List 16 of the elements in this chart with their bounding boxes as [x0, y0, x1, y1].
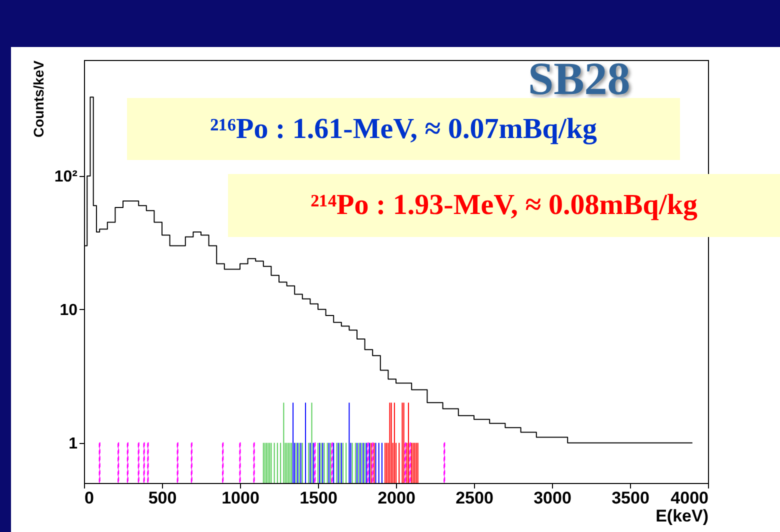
x-axis-title: E(keV)	[656, 506, 708, 526]
annotation: ²¹⁶Po : 1.61-MeV, ≈ 0.07mBq/kg	[210, 113, 598, 145]
y-tick-label: 1	[68, 435, 78, 452]
x-tick-label: 1000	[222, 488, 260, 508]
x-tick-label: 2000	[378, 488, 416, 508]
x-tick-label: 3500	[612, 488, 650, 508]
y-axis-title: Counts/keV	[30, 60, 46, 138]
x-tick-label: 1500	[300, 488, 338, 508]
x-tick-label: 3000	[534, 488, 572, 508]
x-tick-label: 0	[84, 488, 94, 508]
x-tick-label: 4000	[670, 488, 708, 508]
y-tick-label: 10	[60, 302, 78, 319]
y-tick-label: 10²	[54, 168, 78, 186]
x-tick-label: 500	[148, 488, 177, 508]
x-tick-label: 2500	[456, 488, 494, 508]
annotation: SB28	[528, 52, 630, 105]
